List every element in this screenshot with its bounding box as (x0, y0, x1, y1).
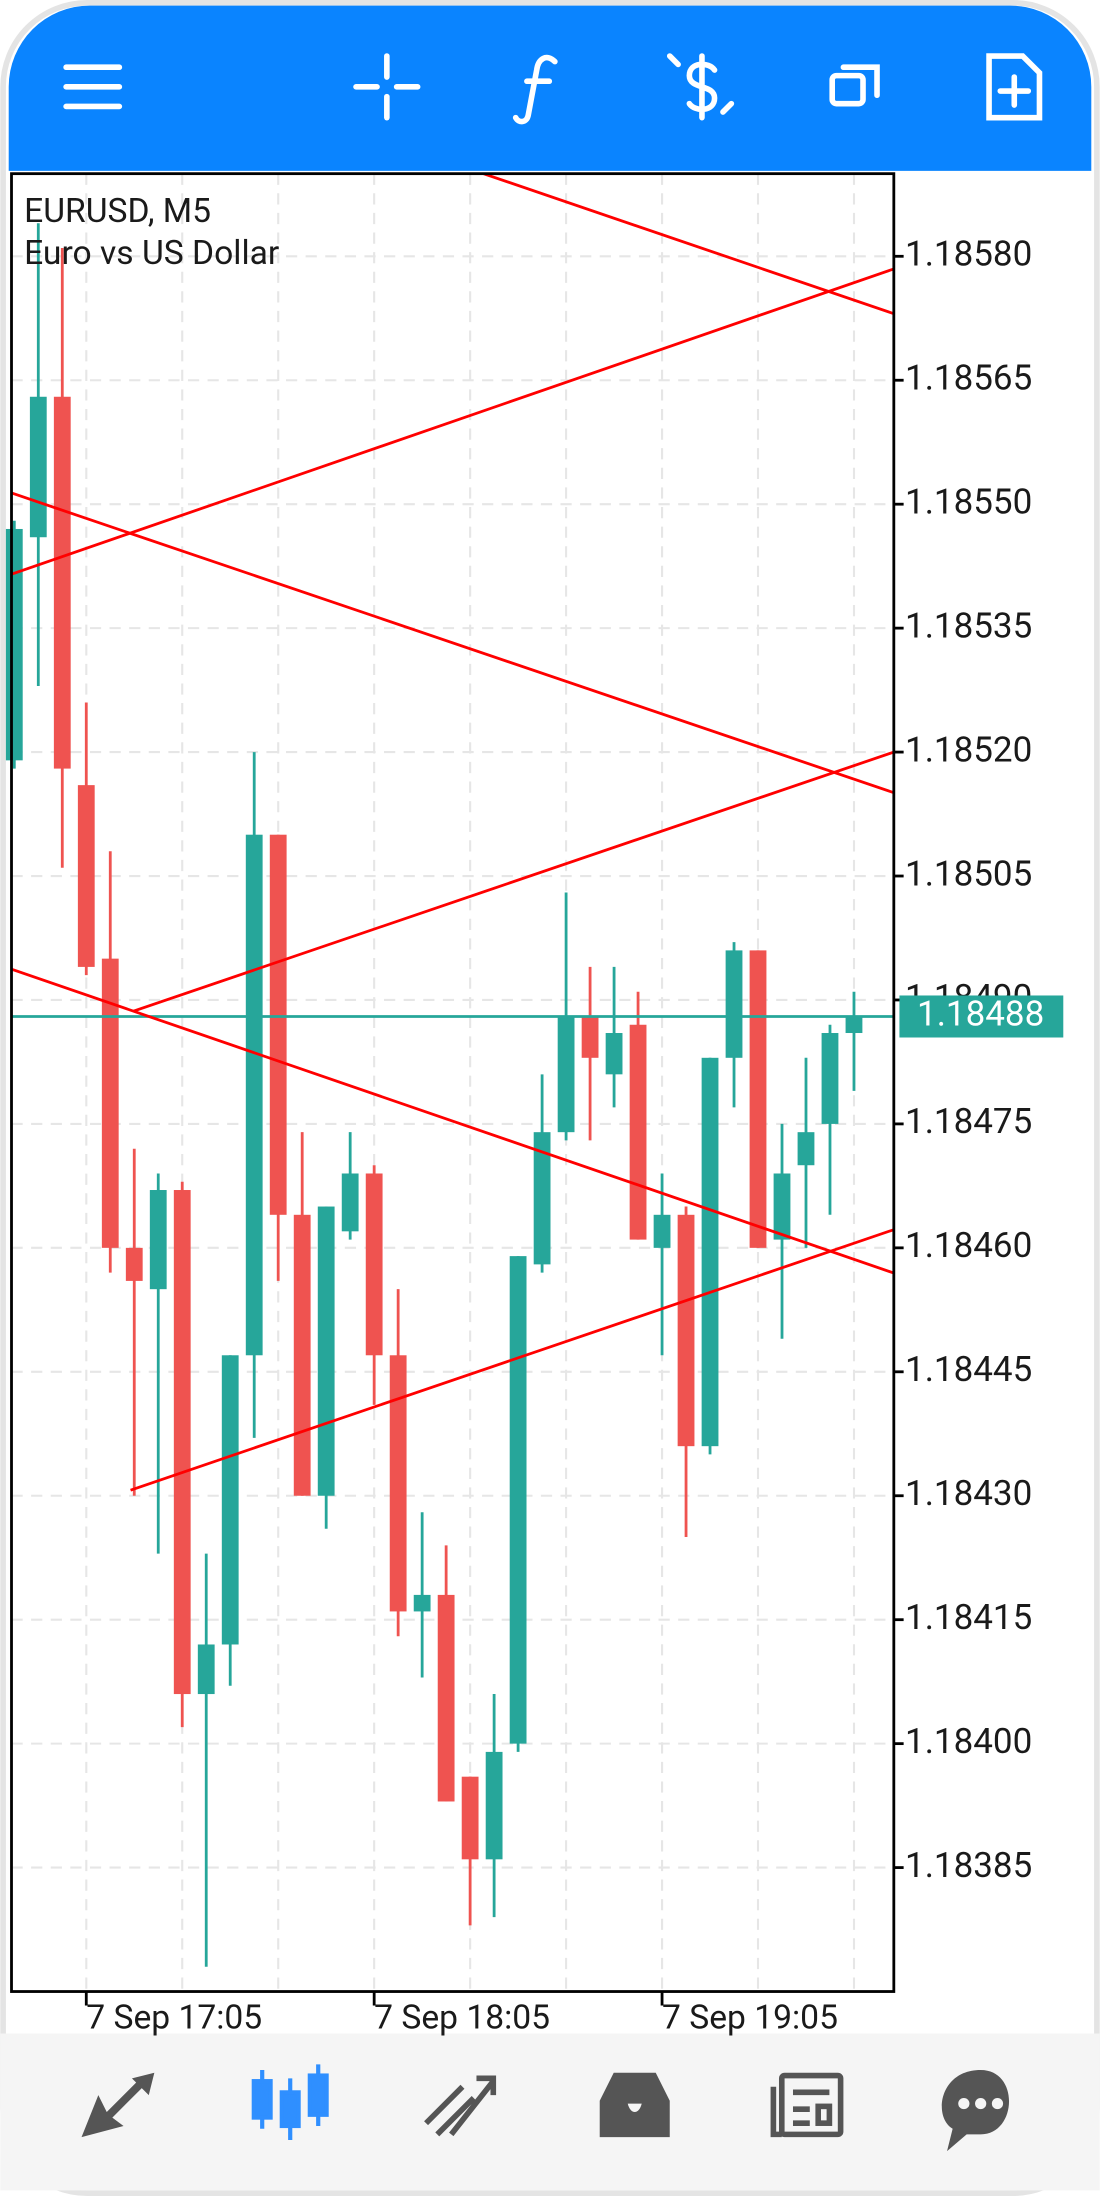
candle-body (605, 1033, 623, 1075)
candle-body (221, 1355, 239, 1645)
menu-button[interactable] (63, 64, 123, 110)
new-order-button[interactable] (986, 53, 1043, 121)
last-price-box (899, 995, 1064, 1038)
candle-body (389, 1355, 407, 1612)
quotes-tab[interactable] (81, 2072, 155, 2138)
candle-body (461, 1776, 479, 1860)
symbol-description: Euro vs US Dollar (24, 234, 279, 273)
y-tick-label: 1.18505 (905, 853, 1032, 894)
x-tick-label: 7 Sep 18:05 (374, 1998, 550, 2037)
candle-body (29, 396, 47, 538)
candle-body (437, 1594, 455, 1802)
news-tab[interactable] (770, 2072, 844, 2138)
chart-tab[interactable] (251, 2064, 329, 2140)
bottom-nav (0, 2033, 1100, 2191)
symbol-title: EURUSD, M5 (24, 192, 211, 231)
candle-body (365, 1173, 383, 1356)
candle-body (773, 1173, 791, 1240)
y-tick-label: 1.18580 (905, 234, 1032, 275)
candle-body (101, 958, 119, 1248)
candle-body (53, 396, 71, 769)
candle-body (5, 528, 23, 761)
candle-body (725, 950, 743, 1058)
x-tick-label: 7 Sep 19:05 (662, 1998, 838, 2037)
candle-body (173, 1190, 191, 1695)
candle-body (197, 1644, 215, 1695)
y-tick-label: 1.18445 (905, 1349, 1032, 1390)
candle-body (317, 1206, 335, 1496)
candle-body (269, 834, 287, 1215)
history-tab[interactable] (599, 2072, 670, 2138)
candle-body (653, 1214, 671, 1248)
trade-button[interactable] (666, 53, 735, 121)
candle-body (557, 1016, 575, 1133)
y-tick-label: 1.18400 (905, 1721, 1032, 1762)
trade-tab[interactable] (424, 2075, 497, 2137)
candle-body (149, 1190, 167, 1290)
candle-body (509, 1256, 527, 1744)
candle-body (581, 1016, 599, 1058)
windows-button[interactable] (829, 64, 880, 107)
candle-body (797, 1132, 815, 1166)
y-tick-label: 1.18460 (905, 1225, 1032, 1266)
bottom-nav-icons (81, 2064, 1010, 2152)
y-tick-label: 1.18475 (905, 1101, 1032, 1142)
trend-line (11, 491, 895, 795)
crosshair-button[interactable] (353, 53, 421, 121)
y-tick-label: 1.18430 (905, 1473, 1032, 1514)
y-tick-label: 1.18415 (905, 1597, 1032, 1638)
trend-line (130, 1228, 895, 1492)
y-tick-label: 1.18385 (905, 1845, 1032, 1886)
candle-body (677, 1214, 695, 1447)
plot-area (5, 173, 894, 1992)
candle-body (245, 834, 263, 1356)
trend-line (132, 750, 895, 1013)
candle-body (413, 1594, 431, 1612)
candle-body (341, 1173, 359, 1232)
y-tick-label: 1.18565 (905, 357, 1032, 398)
indicators-button[interactable] (512, 54, 558, 125)
plot-border (10, 172, 896, 1993)
last-price-label: 1.18488 (917, 994, 1044, 1035)
candle-body (821, 1033, 839, 1124)
y-tick-label: 1.18550 (905, 481, 1032, 522)
y-tick-label: 1.18535 (905, 605, 1032, 646)
candle-body (125, 1247, 143, 1281)
trend-lines (11, 172, 895, 1492)
chat-tab[interactable] (941, 2069, 1010, 2152)
candle-body (77, 785, 95, 967)
candle-body (485, 1751, 503, 1860)
candle-body (845, 1016, 863, 1034)
trend-line (483, 172, 895, 316)
candle-body (533, 1132, 551, 1265)
candle-body (293, 1214, 311, 1496)
candle-body (749, 950, 767, 1248)
y-tick-label: 1.18520 (905, 729, 1032, 770)
trend-line (11, 267, 895, 576)
toolbar (8, 5, 1092, 171)
trend-line (11, 967, 895, 1275)
x-tick-label: 7 Sep 17:05 (86, 1998, 262, 2037)
candle-body (629, 1024, 647, 1240)
candle-body (701, 1057, 719, 1447)
